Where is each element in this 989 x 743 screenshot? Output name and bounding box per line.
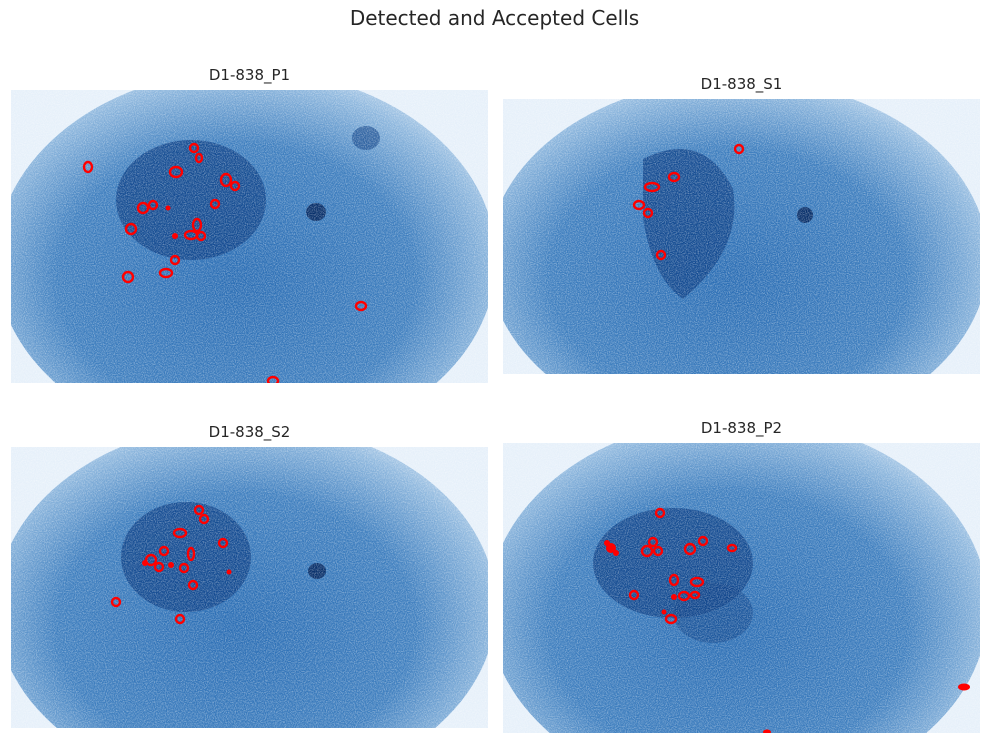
figure-title: Detected and Accepted Cells xyxy=(349,6,640,30)
tissue-image-s2 xyxy=(11,447,488,728)
tissue-svg-p1 xyxy=(11,90,488,383)
tissue-svg-s1 xyxy=(503,99,980,374)
panel-title-s1: D1-838_S1 xyxy=(700,75,783,93)
tissue-image-p2 xyxy=(503,443,980,733)
cell-outlines-s2 xyxy=(110,504,229,625)
panel-title-p2: D1-838_P2 xyxy=(700,419,783,437)
tissue-svg-s2 xyxy=(11,447,488,728)
tissue-image-p1 xyxy=(11,90,488,383)
panel-title-s2: D1-838_S2 xyxy=(208,423,291,441)
tissue-image-s1 xyxy=(503,99,980,374)
cell-outlines-p1 xyxy=(82,142,368,383)
cell-outlines-s1 xyxy=(632,143,745,261)
tissue-svg-p2 xyxy=(503,443,980,733)
panel-title-p1: D1-838_P1 xyxy=(208,66,291,84)
cell-outlines-p2 xyxy=(628,507,738,625)
